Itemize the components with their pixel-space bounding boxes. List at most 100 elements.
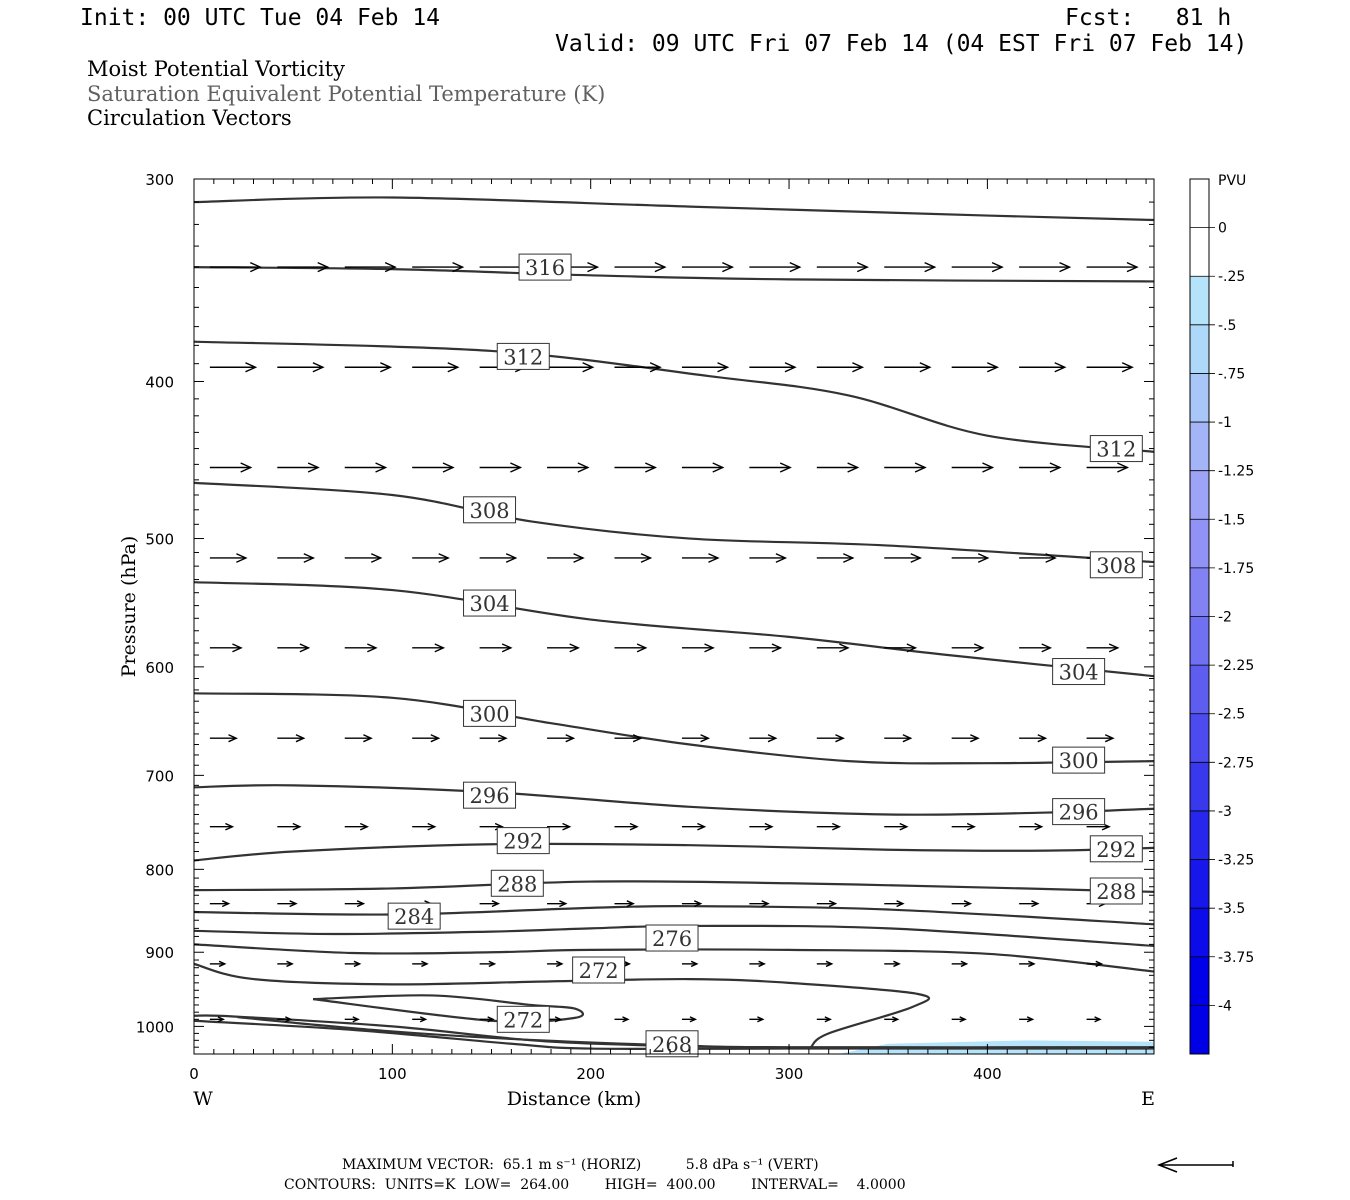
circulation-vector	[344, 462, 388, 473]
title-theta-es: Saturation Equivalent Potential Temperat…	[87, 82, 606, 106]
circulation-vector	[344, 734, 373, 743]
circulation-vector	[816, 462, 860, 473]
circulation-vector	[749, 362, 797, 373]
y-tick-label-300: 300	[145, 171, 174, 189]
circulation-vector	[816, 1016, 832, 1023]
circulation-vector	[209, 960, 227, 968]
contour-label-276: 276	[652, 927, 692, 951]
y-tick-label-500: 500	[145, 531, 174, 549]
circulation-vector	[209, 1016, 226, 1023]
circulation-vector	[344, 362, 393, 373]
y-tick-label-1000: 1000	[136, 1018, 174, 1036]
colorbar-label: -.75	[1218, 366, 1245, 382]
circulation-vector	[412, 553, 450, 563]
contour-label-288: 288	[497, 872, 537, 896]
reference-arrow-icon	[1156, 1157, 1234, 1173]
theta-es-contour-316	[193, 265, 1155, 283]
colorbar-title: PVU	[1218, 173, 1246, 189]
x-tick-label-400: 400	[973, 1065, 1002, 1083]
circulation-vector	[344, 960, 362, 968]
circulation-vector	[547, 643, 580, 653]
colorbar-swatch	[1190, 227, 1209, 277]
x-tick-label-300: 300	[775, 1065, 804, 1083]
colorbar-swatch	[1190, 324, 1209, 374]
circulation-vector	[884, 553, 922, 563]
circulation-vector	[681, 553, 720, 563]
circulation-vector	[681, 1016, 698, 1023]
circulation-vector	[951, 261, 1004, 273]
circulation-vector	[479, 643, 513, 653]
contour-label-296: 296	[469, 784, 509, 808]
circulation-vector	[277, 822, 302, 831]
circulation-vector	[749, 643, 783, 653]
colorbar-label: -1	[1218, 415, 1232, 431]
colorbar-swatch	[1190, 956, 1209, 1006]
colorbar-swatch	[1190, 713, 1209, 763]
theta-es-contour-284	[193, 905, 1155, 926]
circulation-vector	[479, 960, 497, 968]
circulation-vector	[681, 822, 707, 831]
circulation-vector	[412, 462, 455, 473]
colorbar-label: -3.75	[1218, 950, 1254, 966]
circulation-vector	[479, 734, 508, 743]
circulation-vector	[209, 900, 231, 908]
circulation-vector	[412, 1016, 428, 1023]
circulation-vector	[749, 1016, 765, 1023]
circulation-vector	[884, 462, 927, 473]
y-axis-label: Pressure (hPa)	[118, 536, 140, 678]
circulation-vector	[884, 643, 918, 653]
circulation-vector	[277, 362, 325, 373]
contour-label-box	[645, 1030, 699, 1058]
y-tick-label-400: 400	[145, 373, 174, 391]
circulation-vector	[816, 362, 865, 373]
circulation-vector	[209, 553, 248, 563]
circulation-vector	[344, 553, 383, 563]
circulation-vector	[1019, 362, 1067, 373]
contour-label-box	[496, 1005, 550, 1033]
colorbar-swatch	[1190, 908, 1209, 957]
colorbar-swatch	[1190, 665, 1209, 714]
theta-es-contour-272	[312, 994, 584, 1023]
contour-label-box	[463, 781, 517, 809]
theta-es-contour-280	[193, 924, 1155, 948]
circulation-vector	[277, 462, 320, 473]
circulation-vector	[614, 553, 653, 563]
circulation-vector	[479, 1016, 495, 1023]
contour-label-288: 288	[1096, 880, 1136, 904]
contour-label-box	[1052, 746, 1106, 774]
circulation-vector	[1086, 261, 1139, 273]
theta-es-contour-276	[193, 943, 1155, 973]
contour-label-box	[463, 496, 517, 524]
theta-es-contour-308	[193, 481, 1155, 564]
colorbar-label: 0	[1218, 221, 1227, 237]
circulation-vector	[816, 734, 845, 743]
x-tick-label-0: 0	[189, 1065, 199, 1083]
circulation-vector	[951, 960, 969, 968]
circulation-vector	[951, 362, 999, 373]
circulation-vector	[1019, 643, 1053, 653]
circulation-vector	[209, 462, 253, 473]
circulation-vector	[816, 900, 838, 908]
circulation-vector	[884, 960, 901, 968]
theta-es-contour-272	[193, 962, 931, 1049]
contour-label-312: 312	[1096, 438, 1136, 462]
circulation-vector	[547, 960, 564, 968]
circulation-vector	[749, 960, 766, 968]
theta-es-contour-300	[193, 692, 1155, 765]
x-axis-label: Distance (km)	[507, 1088, 642, 1110]
circulation-vector	[614, 462, 658, 473]
circulation-vector	[951, 1016, 967, 1023]
contour-label-284: 284	[394, 905, 434, 929]
circulation-vector	[1019, 734, 1048, 743]
x-tick-label-200: 200	[576, 1065, 605, 1083]
y-tick-label-900: 900	[145, 944, 174, 962]
colorbar-swatch	[1190, 567, 1209, 617]
circulation-vector	[277, 734, 306, 743]
colorbar-label: -4	[1218, 998, 1232, 1014]
contour-label-304: 304	[469, 592, 509, 616]
circulation-vector	[681, 261, 735, 273]
contour-label-box	[496, 342, 550, 370]
colorbar-swatch	[1190, 1005, 1209, 1054]
colorbar-label: -2.75	[1218, 755, 1254, 771]
